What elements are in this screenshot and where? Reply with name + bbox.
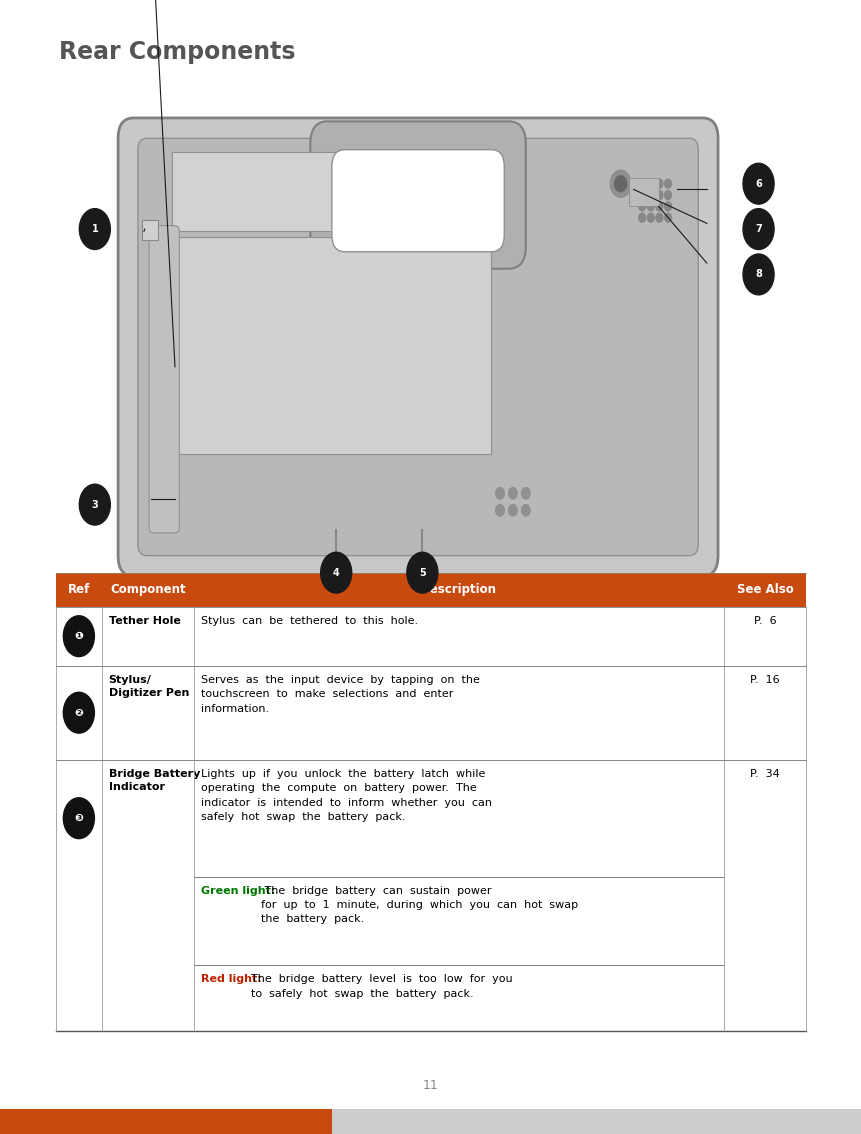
Bar [56, 607, 805, 666]
Text: Rear Components: Rear Components [59, 40, 294, 64]
Bar [331, 1109, 861, 1134]
Text: Serves  as  the  input  device  by  tapping  on  the
touchscreen  to  make  sele: Serves as the input device by tapping on… [201, 675, 480, 713]
Bar [0, 1109, 331, 1134]
Text: 8: 8 [754, 270, 761, 279]
Circle shape [610, 170, 630, 197]
Text: Lights  up  if  you  unlock  the  battery  latch  while
operating  the  compute : Lights up if you unlock the battery latc… [201, 769, 492, 822]
FancyBboxPatch shape [172, 237, 491, 454]
Circle shape [495, 488, 504, 499]
Circle shape [64, 616, 95, 657]
FancyBboxPatch shape [118, 118, 717, 576]
Circle shape [320, 552, 351, 593]
Circle shape [742, 254, 773, 295]
Bar [56, 573, 805, 607]
FancyBboxPatch shape [149, 226, 179, 533]
Circle shape [647, 191, 653, 200]
Text: Stylus/
Digitizer Pen: Stylus/ Digitizer Pen [108, 675, 189, 697]
Text: 3: 3 [91, 500, 98, 509]
FancyBboxPatch shape [142, 220, 158, 240]
Text: Red light:: Red light: [201, 974, 261, 984]
Text: Ref: Ref [68, 583, 90, 596]
Circle shape [64, 692, 95, 734]
FancyBboxPatch shape [172, 152, 491, 231]
Circle shape [647, 179, 653, 188]
Text: Stylus  can  be  tethered  to  this  hole.: Stylus can be tethered to this hole. [201, 616, 418, 626]
Circle shape [79, 209, 110, 249]
Text: Component: Component [110, 583, 185, 596]
Text: Tether Hole: Tether Hole [108, 616, 180, 626]
Circle shape [495, 505, 504, 516]
Circle shape [647, 213, 653, 222]
Text: P.  6: P. 6 [753, 616, 776, 626]
Circle shape [742, 163, 773, 204]
Text: P.  34: P. 34 [749, 769, 779, 779]
Circle shape [64, 798, 95, 839]
Circle shape [655, 202, 662, 211]
Circle shape [664, 191, 671, 200]
Text: 5: 5 [418, 568, 425, 577]
Circle shape [742, 209, 773, 249]
Text: Green light:: Green light: [201, 886, 275, 896]
Bar [56, 666, 805, 760]
Text: Description: Description [420, 583, 497, 596]
Bar [0, 93, 861, 561]
Text: 1: 1 [91, 225, 98, 234]
Circle shape [655, 179, 662, 188]
Circle shape [521, 488, 530, 499]
Circle shape [508, 488, 517, 499]
Circle shape [406, 552, 437, 593]
Circle shape [79, 484, 110, 525]
Circle shape [638, 191, 645, 200]
Circle shape [614, 176, 626, 192]
Bar [56, 760, 805, 1031]
FancyBboxPatch shape [331, 150, 504, 252]
Text: Bridge Battery
Indicator: Bridge Battery Indicator [108, 769, 200, 792]
Text: 4: 4 [332, 568, 339, 577]
FancyBboxPatch shape [310, 121, 525, 269]
Circle shape [664, 213, 671, 222]
Circle shape [638, 202, 645, 211]
Circle shape [638, 179, 645, 188]
Circle shape [521, 505, 530, 516]
Circle shape [655, 213, 662, 222]
Text: 6: 6 [754, 179, 761, 188]
Text: See Also: See Also [736, 583, 792, 596]
Text: ❷: ❷ [74, 708, 84, 718]
Circle shape [655, 191, 662, 200]
Circle shape [664, 179, 671, 188]
Text: 7: 7 [754, 225, 761, 234]
Text: The  bridge  battery  level  is  too  low  for  you
to  safely  hot  swap  the  : The bridge battery level is too low for … [251, 974, 512, 999]
Circle shape [664, 202, 671, 211]
Text: The  bridge  battery  can  sustain  power
for  up  to  1  minute,  during  which: The bridge battery can sustain power for… [261, 886, 577, 924]
Text: ❸: ❸ [74, 813, 84, 823]
Circle shape [508, 505, 517, 516]
Text: P.  16: P. 16 [749, 675, 779, 685]
FancyBboxPatch shape [629, 178, 659, 206]
FancyBboxPatch shape [138, 138, 697, 556]
Circle shape [647, 202, 653, 211]
Text: ❶: ❶ [74, 632, 84, 641]
Circle shape [638, 213, 645, 222]
Text: 11: 11 [423, 1078, 438, 1092]
